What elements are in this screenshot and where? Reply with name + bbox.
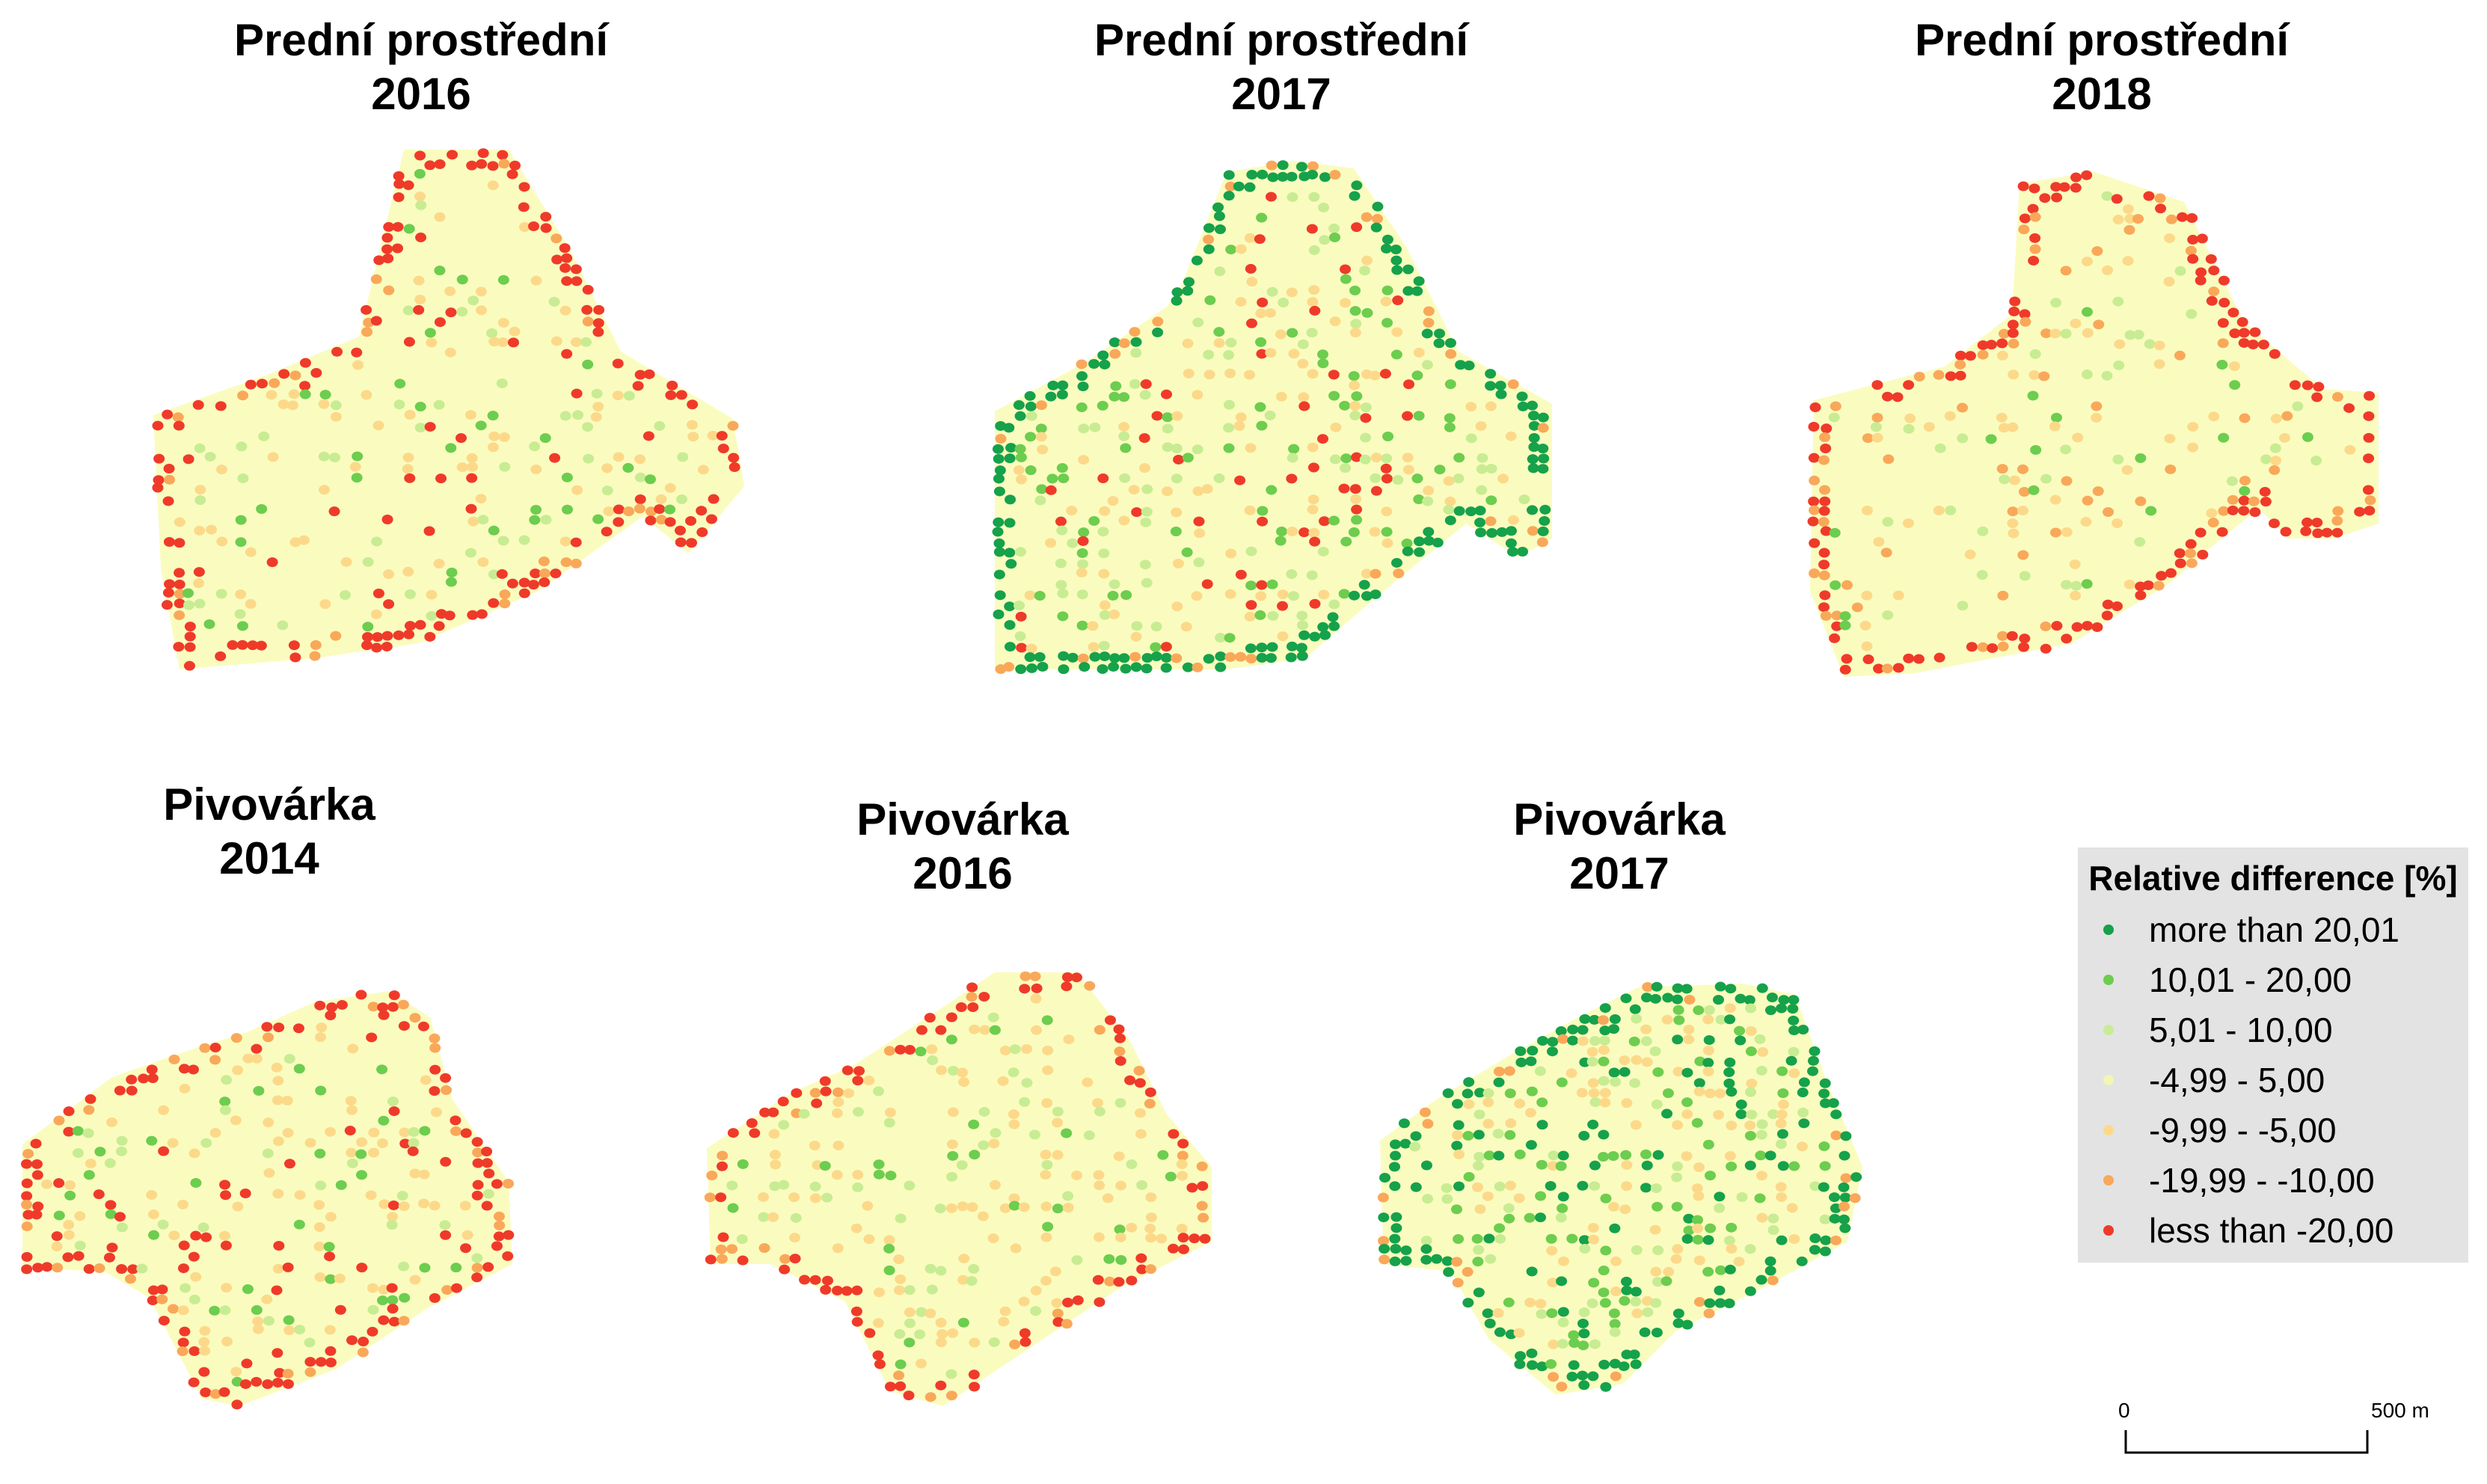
- panel-title-2-year: 2017: [1231, 69, 1331, 119]
- panel-title-3-year: 2018: [2052, 69, 2152, 119]
- panel-title-3-name: Prední prostřední: [1914, 15, 2290, 65]
- field-map-4: [20, 990, 515, 1410]
- panel-title-4-year: 2014: [219, 833, 319, 883]
- panel-title-6-name: Pivovárka: [1513, 794, 1726, 844]
- legend-label-7: less than -20,00: [2149, 1211, 2394, 1250]
- legend-label-3: 5,01 - 10,00: [2149, 1011, 2333, 1049]
- legend-swatch-3: [2103, 1025, 2114, 1035]
- field-map-2: [992, 160, 1552, 675]
- panel-title-4-name: Pivovárka: [163, 779, 375, 830]
- legend-title: Relative difference [%]: [2088, 859, 2458, 898]
- legend-label-5: -9,99 - -5,00: [2149, 1111, 2337, 1150]
- legend-label-6: -19,99 - -10,00: [2149, 1161, 2375, 1200]
- panel-title-1-name: Prední prostřední: [233, 15, 609, 65]
- scale-bar-end-label: 500 m: [2371, 1399, 2429, 1422]
- field-map-1: [152, 148, 744, 671]
- legend-label-4: -4,99 - 5,00: [2149, 1061, 2325, 1100]
- map-legend: Relative difference [%] more than 20,01 …: [2078, 847, 2468, 1263]
- legend-label-1: more than 20,01: [2149, 910, 2400, 949]
- legend-item-4: -4,99 - 5,00: [2103, 1058, 2325, 1103]
- legend-item-2: 10,01 - 20,00: [2103, 957, 2352, 1002]
- scale-bar: 0 500 m: [2118, 1399, 2446, 1459]
- panel-title-5: Pivovárka 2016: [813, 793, 1112, 901]
- scale-bar-line: [2124, 1430, 2369, 1454]
- legend-item-1: more than 20,01: [2103, 907, 2399, 952]
- legend-item-6: -19,99 - -10,00: [2103, 1158, 2375, 1203]
- legend-item-5: -9,99 - -5,00: [2103, 1108, 2337, 1153]
- panel-title-5-name: Pivovárka: [856, 794, 1069, 844]
- legend-label-2: 10,01 - 20,00: [2149, 960, 2352, 999]
- panel-title-1-year: 2016: [371, 69, 471, 119]
- panel-title-2: Prední prostřední 2017: [1057, 13, 1506, 121]
- field-map-3: [1807, 170, 2379, 677]
- panel-title-3: Prední prostřední 2018: [1877, 13, 2326, 121]
- field-boundary-4: [22, 991, 512, 1406]
- legend-item-7: less than -20,00: [2103, 1208, 2394, 1253]
- legend-swatch-5: [2103, 1125, 2114, 1135]
- field-boundary-3: [1810, 172, 2379, 677]
- field-map-6: [1377, 981, 1862, 1395]
- legend-swatch-6: [2103, 1175, 2114, 1186]
- panel-title-5-year: 2016: [913, 848, 1013, 898]
- field-boundary-6: [1380, 984, 1862, 1395]
- legend-swatch-4: [2103, 1075, 2114, 1085]
- legend-swatch-1: [2103, 925, 2114, 935]
- legend-swatch-7: [2103, 1225, 2114, 1236]
- panel-title-6-year: 2017: [1569, 848, 1669, 898]
- panel-title-6: Pivovárka 2017: [1470, 793, 1769, 901]
- field-map-5: [704, 971, 1212, 1406]
- panel-title-4: Pivovárka 2014: [120, 778, 419, 886]
- legend-swatch-2: [2103, 975, 2114, 985]
- panel-title-1: Prední prostřední 2016: [197, 13, 645, 121]
- scale-bar-start-label: 0: [2118, 1399, 2130, 1422]
- legend-item-3: 5,01 - 10,00: [2103, 1008, 2333, 1052]
- panel-title-2-name: Prední prostřední: [1094, 15, 1469, 65]
